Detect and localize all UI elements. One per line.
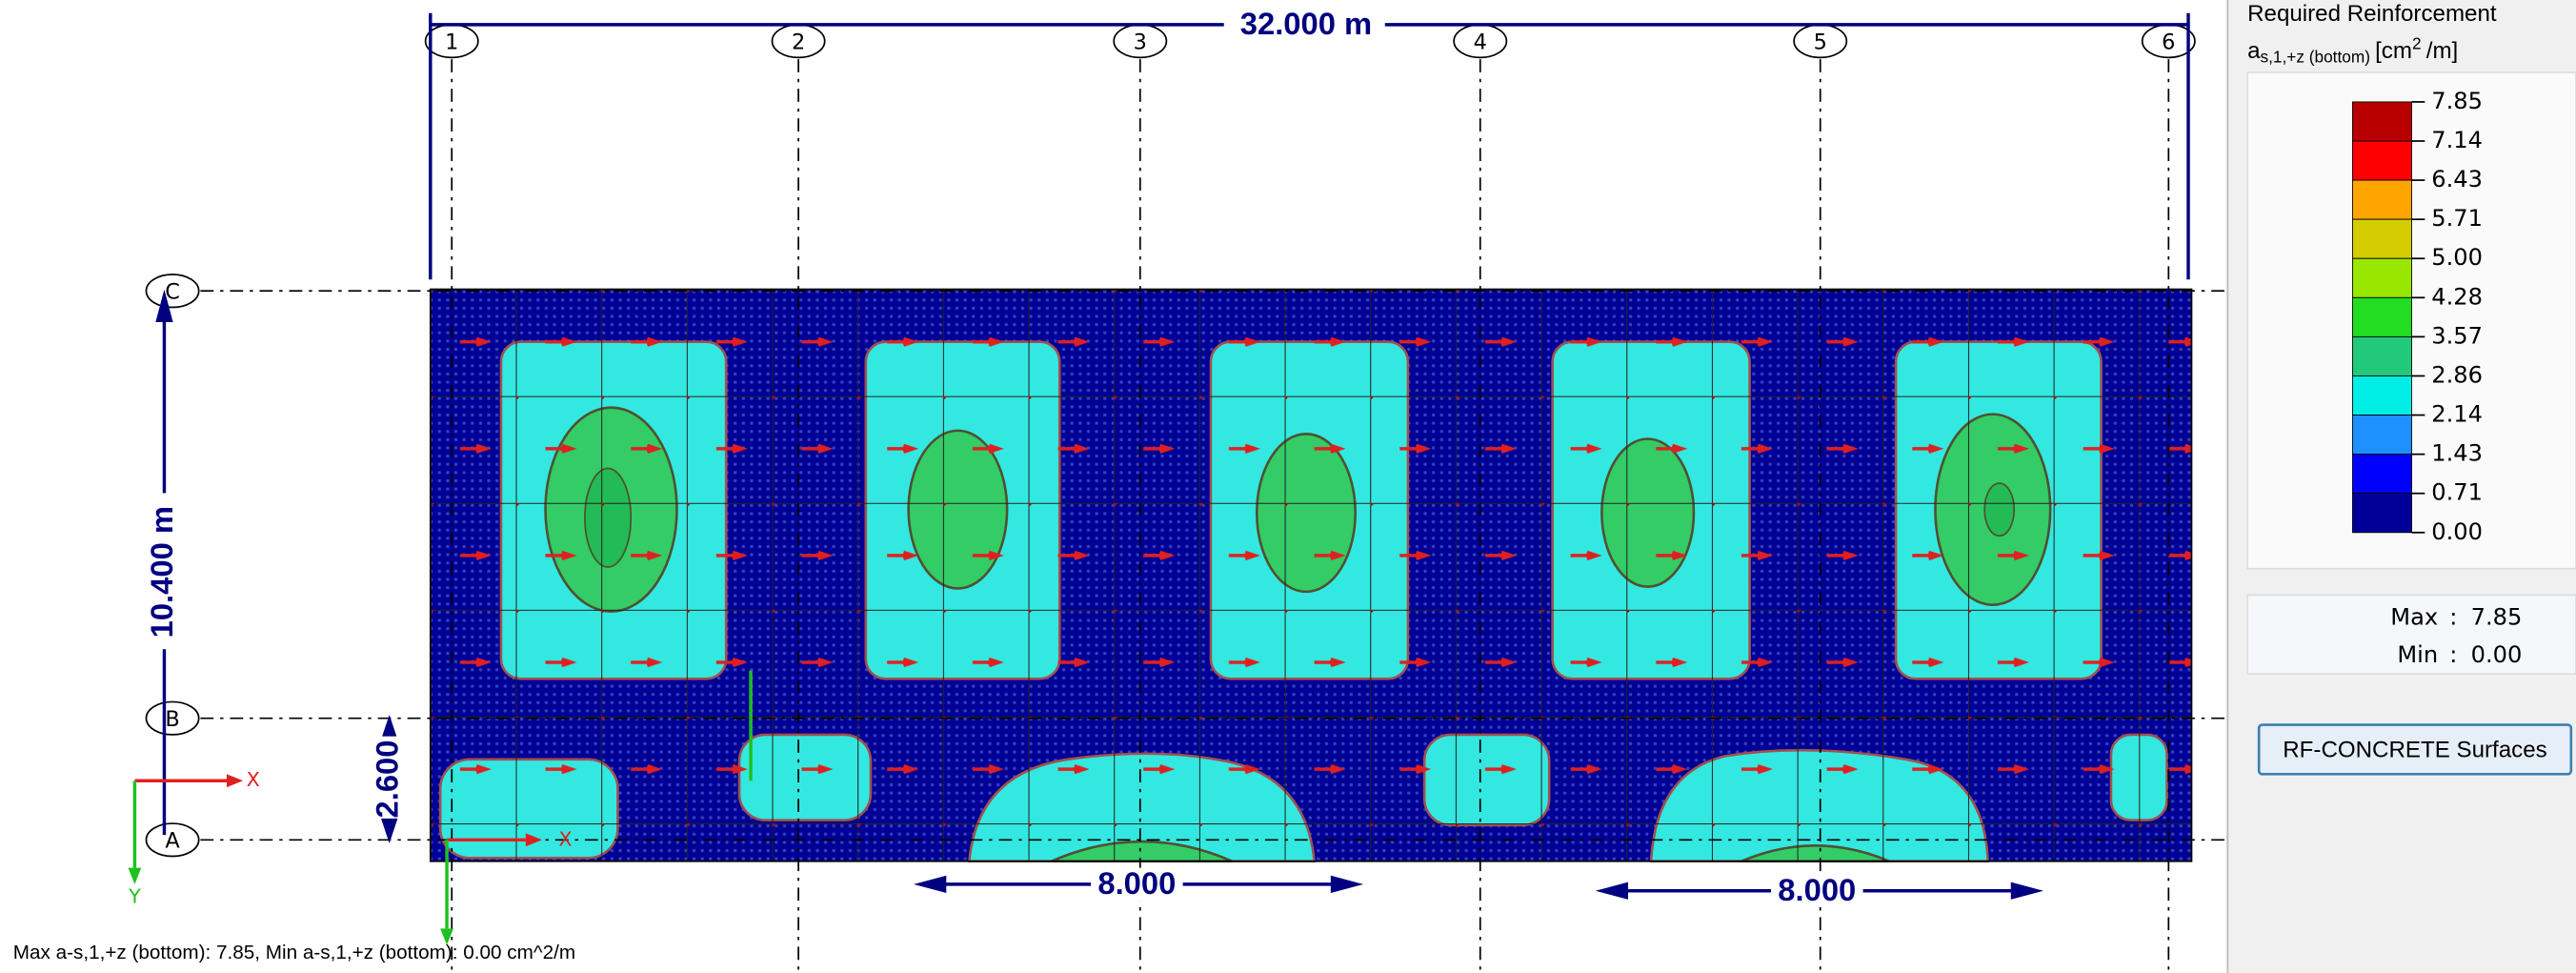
legend-swatch: [2352, 258, 2411, 297]
legend-label: 7.14: [2431, 127, 2483, 153]
screen: 123456CBA 32.000 m 10.400 m 2.600 8.000 …: [0, 0, 2576, 973]
legend-swatch: [2352, 336, 2411, 375]
legend-swatch: [2352, 494, 2411, 533]
unit: /m]: [2426, 39, 2459, 65]
legend-swatch: [2352, 102, 2411, 141]
panel-title: Required Reinforcement: [2247, 1, 2497, 27]
legend-label: 7.85: [2431, 88, 2483, 114]
legend-label: 4.28: [2431, 283, 2483, 310]
legend-label: 0.71: [2431, 479, 2483, 506]
axis-label: Y: [128, 885, 141, 908]
max-label: Max: [2390, 603, 2438, 630]
legend-label: 5.71: [2431, 205, 2483, 232]
max-value: 7.85: [2471, 603, 2523, 630]
dimension-label: 8.000: [1097, 865, 1176, 901]
dimension-label: 10.400 m: [144, 506, 179, 638]
legend-swatch: [2352, 141, 2411, 180]
button[interactable]: RF-CONCRETE Surfaces: [2259, 725, 2571, 775]
dimension-label: 2.600: [369, 740, 404, 819]
grid-label: 6: [2162, 30, 2175, 54]
legend-swatch: [2352, 455, 2411, 494]
legend-swatch: [2352, 180, 2411, 219]
dimension-label: 32.000 m: [1240, 6, 1372, 41]
grid-label: B: [165, 707, 179, 732]
min-label: Min: [2397, 641, 2438, 668]
legend-label: 5.00: [2431, 244, 2483, 271]
fe-mesh: [431, 290, 2192, 862]
legend-label: 2.14: [2431, 401, 2483, 428]
legend-swatch: [2352, 219, 2411, 258]
grid-label: 2: [792, 30, 805, 54]
panel: Required Reinforcement as,1,+z (bottom) […: [2226, 0, 2576, 973]
unit: [cm: [2375, 39, 2412, 65]
superscript: 2: [2412, 33, 2422, 52]
separator: :: [2449, 603, 2457, 630]
legend-swatch: [2352, 375, 2411, 415]
legend-label: 1.43: [2431, 440, 2483, 467]
legend-label: 0.00: [2431, 518, 2483, 545]
legend-swatch: [2352, 416, 2411, 455]
separator: :: [2449, 641, 2457, 668]
min-value: 0.00: [2471, 641, 2523, 668]
grid-label: 1: [445, 30, 458, 54]
axis-label: X: [247, 768, 260, 791]
status-text: Max a-s,1,+z (bottom): 7.85, Min a-s,1,+…: [13, 942, 575, 963]
symbol: a: [2247, 39, 2261, 65]
grid-label: 5: [1814, 30, 1827, 54]
grid-label: 4: [1474, 30, 1487, 54]
subscript: s,1,+z (bottom): [2261, 47, 2370, 66]
legend-swatch: [2352, 297, 2411, 336]
grid-label: A: [165, 829, 180, 854]
dimension-label: 8.000: [1778, 872, 1856, 907]
legend-label: 3.57: [2431, 322, 2483, 349]
plot: [431, 290, 2192, 862]
legend-label: 2.86: [2431, 361, 2483, 388]
legend-label: 6.43: [2431, 166, 2483, 193]
button-label[interactable]: RF-CONCRETE Surfaces: [2283, 738, 2546, 763]
grid-label: 3: [1134, 30, 1147, 54]
axis-label: X: [558, 827, 572, 850]
